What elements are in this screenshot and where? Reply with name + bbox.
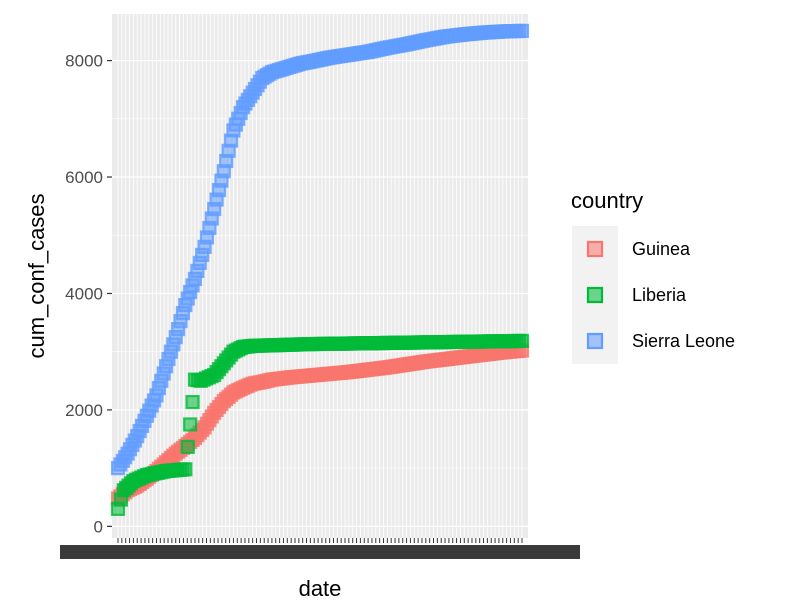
legend-key [586, 332, 604, 350]
legend-label: Guinea [632, 239, 691, 259]
legend-key [586, 286, 604, 304]
y-tick-label: 2000 [65, 401, 103, 420]
y-axis-ticks: 0 2000 4000 6000 8000 [65, 52, 112, 536]
data-point [185, 394, 200, 410]
y-tick-label: 6000 [65, 168, 103, 187]
data-point [514, 333, 530, 349]
x-tick-labels-overplotted [60, 545, 580, 559]
y-tick-label: 0 [94, 517, 103, 536]
legend-title: country [571, 188, 643, 213]
data-point [180, 439, 195, 454]
data-point [178, 462, 193, 477]
legend-label: Sierra Leone [632, 331, 735, 351]
data-point [183, 417, 198, 432]
legend-key [586, 240, 604, 258]
data-points [110, 23, 530, 516]
x-axis-ticks [60, 538, 580, 559]
legend-items: Guinea Liberia Sierra Leone [572, 226, 735, 364]
series-sierra-leone [110, 23, 530, 476]
y-tick-label: 4000 [65, 284, 103, 303]
y-axis-title: cum_conf_cases [24, 193, 49, 358]
legend: country Guinea Liberia Sierra Leone [571, 188, 735, 364]
x-axis-title: date [299, 576, 342, 601]
data-point [514, 23, 530, 38]
series-liberia [110, 333, 530, 516]
legend-label: Liberia [632, 285, 687, 305]
y-tick-label: 8000 [65, 52, 103, 71]
